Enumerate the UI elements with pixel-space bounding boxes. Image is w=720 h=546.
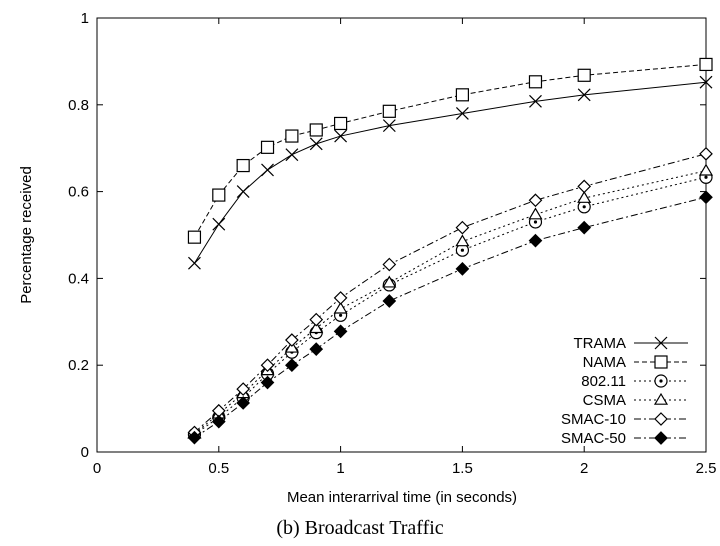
data-point-nama <box>237 160 249 172</box>
data-point-trama <box>529 95 541 107</box>
legend-marker-smac-10 <box>655 413 667 425</box>
legend: TRAMA NAMA 802.11 CSMA SMAC-10 SMAC-50 <box>561 335 688 447</box>
y-tick-label: 0 <box>81 444 89 461</box>
data-point-trama <box>262 164 274 176</box>
series-line-802-11 <box>194 177 706 434</box>
data-point-nama <box>383 105 395 117</box>
series-trama <box>188 76 712 269</box>
data-point-smac-50 <box>456 263 468 275</box>
data-point-trama <box>383 120 395 132</box>
series-layer <box>188 58 712 443</box>
data-point-trama <box>286 149 298 161</box>
legend-item-csma: CSMA <box>583 392 688 409</box>
legend-label: SMAC-10 <box>561 411 626 428</box>
legend-item-smac-10: SMAC-10 <box>561 411 688 428</box>
figure-caption: (b) Broadcast Traffic <box>0 517 720 540</box>
data-point-smac-50 <box>286 359 298 371</box>
data-point-csma <box>529 209 541 219</box>
y-tick-label: 1 <box>81 10 89 27</box>
data-point-smac-10 <box>456 222 468 234</box>
data-point-smac-50 <box>335 325 347 337</box>
x-tick-label: 0 <box>93 460 101 477</box>
data-point-trama <box>310 138 322 150</box>
legend-marker-802-11 <box>655 375 667 387</box>
x-axis-title: Mean interarrival time (in seconds) <box>287 489 517 506</box>
legend-label: CSMA <box>583 392 626 409</box>
series-smac-10 <box>188 148 712 439</box>
data-point-trama <box>456 107 468 119</box>
data-point-smac-10 <box>383 259 395 271</box>
data-point-csma <box>700 165 712 175</box>
x-tick-label: 1 <box>336 460 344 477</box>
data-point-trama <box>213 218 225 230</box>
y-axis-title: Percentage received <box>18 166 35 304</box>
data-point-nama <box>456 89 468 101</box>
data-point-nama <box>310 124 322 136</box>
data-point-smac-10 <box>578 180 590 192</box>
x-tick-label: 2 <box>580 460 588 477</box>
series-csma <box>188 165 712 438</box>
legend-item-smac-50: SMAC-50 <box>561 430 688 447</box>
legend-label: 802.11 <box>581 373 626 390</box>
data-point-trama <box>335 130 347 142</box>
series-smac-50 <box>188 191 712 443</box>
data-point-nama <box>188 231 200 243</box>
x-tick-label: 0.5 <box>208 460 229 477</box>
data-point-smac-10 <box>310 314 322 326</box>
line-chart: 0 0.5 1 1.5 2 2.5 0 0.2 0.4 0.6 0.8 1 Mean interarr… <box>0 0 720 515</box>
data-point-nama <box>700 58 712 70</box>
x-tick-label: 2.5 <box>696 460 717 477</box>
legend-marker-csma <box>655 394 667 404</box>
data-point-smac-10 <box>335 292 347 304</box>
data-point-smac-50 <box>529 235 541 247</box>
y-tick-label: 0.4 <box>68 270 89 287</box>
y-tick-label: 0.6 <box>68 184 89 201</box>
data-point-smac-10 <box>700 148 712 160</box>
data-point-nama <box>213 189 225 201</box>
legend-marker-nama <box>655 356 667 368</box>
series-802-11 <box>188 171 712 440</box>
data-point-nama <box>335 117 347 129</box>
x-tick-label: 1.5 <box>452 460 473 477</box>
series-line-csma <box>194 171 706 434</box>
series-line-smac-10 <box>194 154 706 433</box>
data-point-trama <box>188 257 200 269</box>
legend-item-trama: TRAMA <box>574 335 689 352</box>
data-point-smac-50 <box>700 191 712 203</box>
legend-label: NAMA <box>583 354 626 371</box>
data-point-smac-50 <box>383 295 395 307</box>
y-tick-label: 0.8 <box>68 97 89 114</box>
data-point-trama <box>237 186 249 198</box>
data-point-nama <box>286 130 298 142</box>
data-point-smac-10 <box>529 194 541 206</box>
data-point-nama <box>578 69 590 81</box>
y-tick-label: 0.2 <box>68 357 89 374</box>
data-point-csma <box>456 236 468 246</box>
legend-marker-smac-50 <box>655 432 667 444</box>
data-point-smac-50 <box>310 343 322 355</box>
data-point-smac-50 <box>578 222 590 234</box>
legend-label: SMAC-50 <box>561 430 626 447</box>
data-point-nama <box>262 141 274 153</box>
legend-label: TRAMA <box>574 335 627 352</box>
legend-item-nama: NAMA <box>583 354 688 371</box>
legend-item-802-11: 802.11 <box>581 373 688 390</box>
data-point-nama <box>529 76 541 88</box>
